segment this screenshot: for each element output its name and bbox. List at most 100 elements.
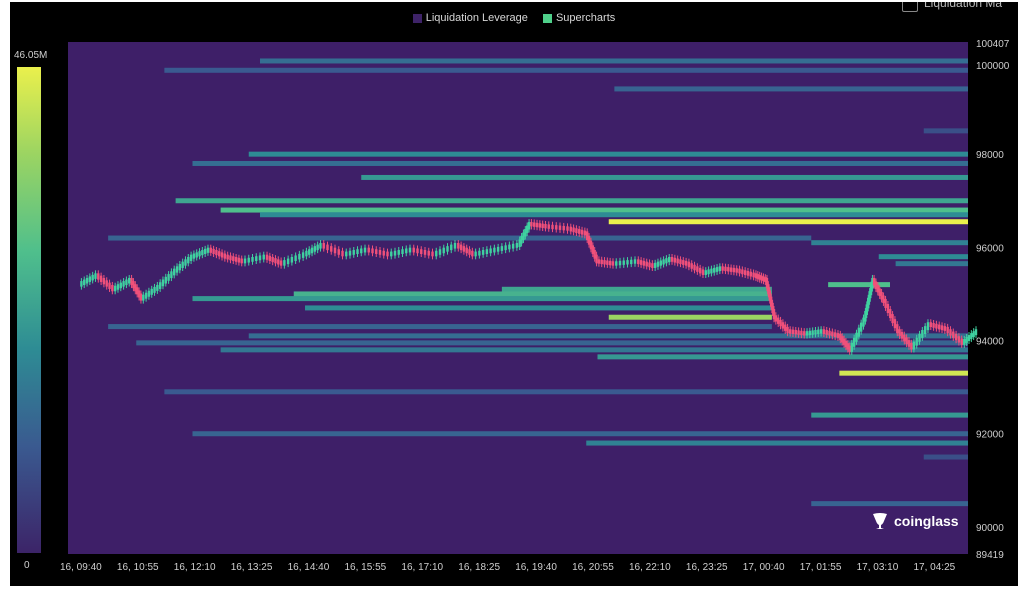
- legend-item-supercharts[interactable]: Supercharts: [542, 12, 616, 24]
- chart-frame: Liquidation Leverage Supercharts Liquida…: [10, 2, 1018, 586]
- price-candle: [713, 267, 716, 273]
- price-candle: [762, 276, 765, 282]
- colorbar-max-label: 46.05M: [14, 50, 48, 61]
- price-candle: [237, 257, 241, 263]
- price-candle: [397, 250, 400, 255]
- price-candle: [187, 256, 190, 264]
- price-candle: [844, 340, 848, 348]
- price-candle: [743, 270, 747, 275]
- price-candle: [130, 277, 133, 286]
- price-candle: [189, 254, 193, 261]
- price-candle: [345, 251, 348, 257]
- liquidation-level-bar: [248, 333, 968, 339]
- price-candle: [679, 259, 682, 265]
- price-candle: [105, 280, 108, 287]
- price-candle: [756, 274, 760, 279]
- colorbar-min-label: 0: [24, 560, 30, 571]
- liquidation-level-bar: [811, 412, 968, 418]
- price-candle: [633, 259, 637, 264]
- price-candle: [524, 229, 527, 237]
- y-tick-label: 100000: [976, 61, 1010, 72]
- price-candle: [871, 277, 874, 289]
- price-candle: [696, 266, 699, 272]
- price-candle: [974, 329, 978, 336]
- price-candle: [142, 294, 145, 301]
- price-candle: [427, 250, 430, 256]
- price-candle: [128, 277, 131, 284]
- x-tick-label: 16, 12:10: [174, 562, 216, 573]
- price-candle: [665, 258, 668, 264]
- price-candle: [167, 274, 170, 281]
- price-candle: [891, 314, 894, 324]
- price-candles: [80, 219, 978, 355]
- liquidation-map-checkbox[interactable]: [902, 2, 918, 12]
- price-candle: [949, 329, 952, 336]
- price-candle: [880, 291, 883, 300]
- price-candle: [857, 327, 861, 337]
- price-candle: [786, 326, 789, 334]
- price-candle: [749, 271, 752, 277]
- price-candle: [715, 267, 719, 272]
- price-candle: [876, 284, 880, 293]
- price-candle: [839, 333, 842, 341]
- price-candle: [156, 284, 159, 291]
- liquidation-level-bar: [220, 347, 968, 353]
- price-candle: [326, 244, 329, 251]
- price-candle: [258, 255, 262, 261]
- price-candle: [533, 222, 536, 227]
- price-candle: [900, 331, 904, 339]
- liquidation-level-bar: [260, 212, 968, 218]
- x-tick-label: 16, 09:40: [60, 562, 102, 573]
- price-candle: [572, 227, 575, 233]
- price-candle: [758, 274, 761, 280]
- liquidation-map-label: Liquidation Ma: [924, 2, 1003, 10]
- price-candle: [330, 246, 333, 252]
- y-tick-label: 98000: [976, 150, 1004, 161]
- liquidation-level-bar: [192, 296, 772, 302]
- price-candle: [229, 255, 232, 261]
- price-candle: [765, 277, 769, 289]
- liquidation-level-bar: [192, 160, 968, 166]
- price-candle: [600, 259, 603, 265]
- price-candle: [305, 250, 308, 257]
- price-candle: [341, 250, 344, 257]
- price-candle: [212, 248, 215, 255]
- price-candle: [520, 236, 523, 244]
- price-candle: [500, 246, 504, 251]
- price-candle: [622, 260, 625, 265]
- price-candle: [158, 282, 162, 289]
- price-candle: [831, 331, 834, 337]
- price-candle: [88, 276, 92, 282]
- price-candle: [530, 222, 533, 227]
- price-candle: [450, 244, 453, 251]
- liquidation-level-bar: [136, 340, 968, 346]
- price-candle: [814, 329, 817, 335]
- liquidation-level-bar: [305, 305, 772, 311]
- price-candle: [457, 243, 460, 249]
- price-candle: [833, 332, 837, 338]
- price-candle: [363, 247, 367, 253]
- legend-item-liquidation-leverage[interactable]: Liquidation Leverage: [412, 12, 528, 24]
- price-candle: [290, 256, 294, 263]
- legend-label-supercharts: Supercharts: [555, 12, 616, 24]
- y-axis: 100407 100000 98000 96000 94000 92000 90000 894…: [976, 39, 1010, 561]
- price-candle: [541, 223, 544, 228]
- price-candle: [319, 243, 322, 249]
- price-candle: [153, 286, 156, 293]
- price-candle: [608, 260, 612, 266]
- price-candle: [240, 258, 243, 264]
- price-candle: [670, 256, 674, 262]
- price-candle: [768, 290, 771, 301]
- x-tick-label: 16, 14:40: [288, 562, 330, 573]
- price-candle: [850, 342, 853, 352]
- price-candle: [781, 322, 785, 329]
- price-candle: [255, 256, 258, 261]
- legend-swatch-supercharts: [542, 13, 552, 23]
- price-candle: [493, 247, 496, 253]
- colorbar: [17, 67, 41, 553]
- price-candle: [446, 246, 449, 252]
- price-candle: [471, 250, 474, 257]
- price-candle: [175, 266, 179, 273]
- price-candle: [150, 288, 153, 295]
- price-candle: [209, 247, 212, 253]
